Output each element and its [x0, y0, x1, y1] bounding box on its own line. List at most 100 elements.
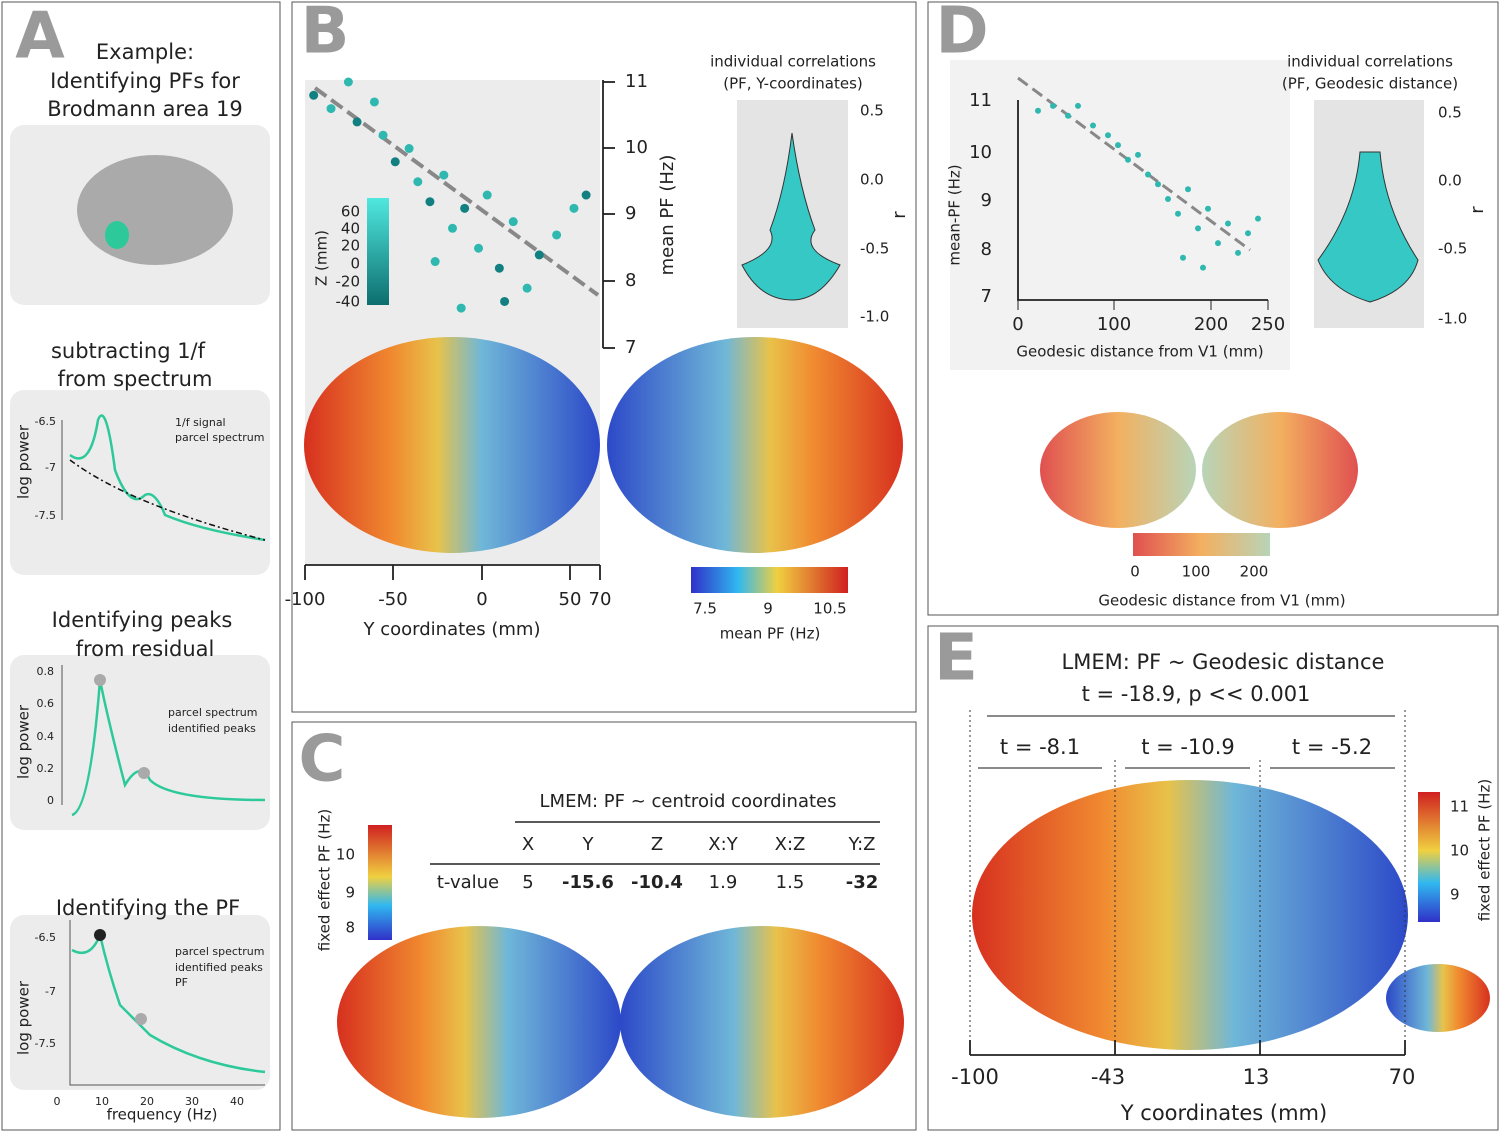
colorbar-tick: 60 — [341, 203, 360, 221]
colorbar-label: Z (mm) — [313, 230, 331, 286]
colorbar-tick: 40 — [341, 220, 360, 238]
scatter-point — [500, 296, 510, 306]
y-tick-label: -6.5 — [35, 415, 56, 428]
title: individual correlations — [1287, 53, 1453, 71]
table-cell: -15.6 — [562, 872, 614, 893]
scatter-point — [404, 144, 414, 153]
table-cell: 1.5 — [776, 872, 805, 893]
y-tick-label: 0.4 — [37, 730, 55, 743]
scatter-point — [569, 203, 579, 213]
colorbar-tick: 0 — [1130, 563, 1140, 581]
scatter-point — [482, 190, 492, 200]
table-cell: 1.9 — [709, 872, 738, 893]
scatter-point — [1235, 249, 1241, 256]
y-tick-label: 9 — [625, 203, 636, 224]
y-tick-label: -0.5 — [860, 240, 889, 258]
annotation: t = -5.2 — [1292, 735, 1372, 759]
table-header: Y — [582, 834, 595, 855]
x-tick-label: 13 — [1243, 1065, 1270, 1089]
legend-entry: identified peaks — [168, 722, 256, 735]
y-tick-label: 7 — [625, 337, 636, 358]
brains — [77, 155, 1490, 1118]
table-header: X:Z — [775, 834, 806, 855]
scatter-point — [1215, 240, 1221, 247]
annotation: t = -8.1 — [1000, 735, 1080, 759]
scatter-point — [309, 90, 319, 100]
x-tick-label: 200 — [1194, 314, 1228, 335]
title: from residual — [76, 637, 215, 661]
scatter-point — [390, 157, 400, 167]
legend-entry: parcel spectrum — [175, 431, 264, 444]
panel-letter: B — [301, 0, 350, 69]
table-header: Y:Z — [848, 834, 876, 855]
scatter-point — [581, 190, 591, 200]
scatter-point — [343, 77, 353, 87]
axis-label: Geodesic distance from V1 (mm) — [1016, 343, 1263, 361]
title: LMEM: PF ~ centroid coordinates — [540, 791, 837, 812]
scatter-point — [425, 197, 435, 207]
scatter-point — [326, 104, 336, 114]
scatter-point — [1165, 196, 1171, 202]
title: Brodmann area 19 — [47, 97, 243, 121]
legend-entry: identified peaks — [175, 961, 263, 974]
title: Identifying peaks — [52, 608, 233, 632]
y-tick-label: -1.0 — [1438, 310, 1467, 328]
y-tick-label: 0.0 — [860, 171, 884, 189]
colorbar-tick: 0 — [350, 255, 360, 273]
colorbar-tick: 8 — [345, 919, 355, 937]
scatter-point — [1155, 181, 1161, 188]
scatter-point — [1245, 230, 1251, 237]
legend-entry: PF — [175, 976, 188, 989]
scatter-point — [1175, 210, 1181, 217]
scatter-point — [1035, 107, 1041, 114]
scatter-point — [460, 203, 470, 213]
scatter-point — [1125, 156, 1131, 163]
scatter-point — [1050, 102, 1056, 109]
y-tick-label: -1.0 — [860, 308, 889, 326]
y-tick-label: 9 — [981, 190, 992, 211]
title: (PF, Geodesic distance) — [1282, 75, 1458, 93]
title: individual correlations — [710, 53, 876, 71]
scatter-point — [508, 217, 518, 227]
y-tick-label: 10 — [625, 137, 648, 158]
legend-entry: parcel spectrum — [168, 706, 257, 719]
y-tick-label: 0.8 — [37, 665, 55, 678]
colorbar-tick: 9 — [763, 600, 773, 618]
legend-entry: parcel spectrum — [175, 945, 264, 958]
axis-label: Y coordinates (mm) — [1120, 1101, 1327, 1125]
colorbar-label: Geodesic distance from V1 (mm) — [1098, 592, 1345, 610]
scatter-point — [1205, 205, 1211, 212]
title: (PF, Y-coordinates) — [723, 75, 863, 93]
y-tick-label: 0.2 — [37, 762, 55, 775]
scatter-point — [522, 283, 532, 293]
x-tick-label: 0 — [54, 1095, 61, 1108]
y-tick-label: -0.5 — [1438, 240, 1467, 258]
scatter-point — [1180, 254, 1186, 261]
axis-label: mean-PF (Hz) — [946, 164, 964, 265]
x-tick-label: 50 — [559, 589, 582, 610]
y-tick-label: -7.5 — [35, 1037, 56, 1050]
scatter-point — [1200, 264, 1206, 271]
colorbar-tick: 10 — [1450, 842, 1469, 860]
colorbar-tick: 10 — [336, 846, 355, 864]
scatter-point — [1145, 171, 1151, 178]
scatter-point — [448, 223, 457, 233]
axis-label: r — [1467, 206, 1488, 214]
x-tick-label: 100 — [1097, 314, 1131, 335]
colorbar-tick: -40 — [336, 293, 361, 311]
y-tick-label: 0 — [47, 794, 54, 807]
scatter-point — [413, 177, 423, 187]
scatter-point — [378, 130, 388, 140]
panel-letter: A — [15, 0, 65, 74]
title: subtracting 1/f — [51, 339, 206, 363]
colorbar-tick: 9 — [345, 884, 355, 902]
scatter-point — [1135, 151, 1141, 158]
y-tick-label: -6.5 — [35, 931, 56, 944]
y-tick-label: 7 — [981, 286, 992, 307]
x-tick-label: 70 — [1389, 1065, 1416, 1089]
x-tick-label: 250 — [1251, 314, 1285, 335]
scatter-point — [1195, 225, 1201, 232]
scatter-point — [1090, 122, 1096, 129]
